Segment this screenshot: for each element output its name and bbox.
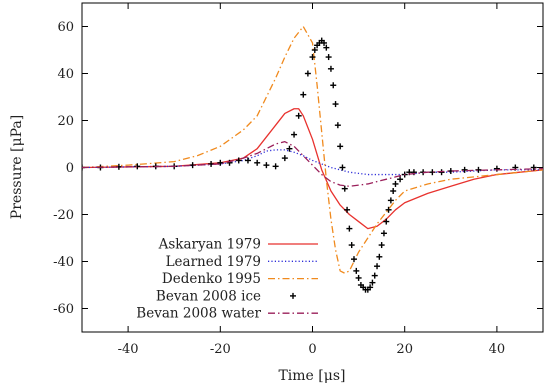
x-tick-label: 0 (308, 342, 316, 357)
y-tick-label: 40 (57, 67, 74, 82)
bevan-2008-ice-point (353, 267, 360, 274)
askaryan-1979-line (82, 108, 544, 230)
legend-label-learned-1979: Learned 1979 (166, 254, 261, 270)
x-tick-label: 20 (396, 342, 413, 357)
bevan-2008-ice-point (461, 166, 468, 173)
bevan-2008-ice-point (341, 185, 348, 192)
bevan-2008-ice-point (385, 206, 392, 213)
bevan-2008-ice-point (300, 91, 307, 98)
bevan-2008-ice-point (134, 163, 141, 170)
bevan-2008-ice-point (383, 218, 390, 225)
x-axis-label: Time [μs] (278, 368, 345, 384)
bevan-2008-water-line (82, 141, 544, 187)
bevan-2008-ice-point (376, 253, 383, 260)
bevan-2008-ice-point (311, 47, 318, 53)
bevan-2008-ice-point (380, 230, 387, 237)
bevan-2008-ice-point (346, 225, 353, 232)
bevan-2008-ice-point (337, 143, 344, 150)
bevan-2008-ice-point (530, 164, 537, 171)
bevan-2008-ice-point (350, 256, 357, 263)
bevan-2008-ice-points (82, 37, 537, 293)
bevan-2008-ice-point (321, 39, 328, 46)
y-tick-label: -20 (53, 208, 74, 223)
bevan-2008-ice-point (390, 188, 397, 194)
bevan-2008-ice-point (339, 164, 346, 171)
bevan-2008-ice-point (374, 263, 381, 270)
y-tick-label: 0 (66, 161, 74, 176)
y-tick-label: -60 (53, 302, 74, 317)
legend-sample-bevan-2008-ice (290, 292, 296, 299)
bevan-2008-ice-point (371, 272, 378, 279)
legend-label-askaryan-1979: Askaryan 1979 (158, 237, 261, 253)
bevan-2008-ice-point (334, 122, 341, 129)
bevan-2008-ice-point (309, 54, 316, 61)
bevan-2008-ice-point (254, 159, 261, 166)
bevan-2008-ice-point (493, 165, 500, 172)
bevan-2008-ice-point (378, 242, 385, 249)
y-tick-label: -40 (53, 255, 74, 270)
bevan-2008-ice-point (325, 54, 332, 61)
bevan-2008-ice-point (387, 197, 394, 204)
x-tick-label: 40 (489, 342, 506, 357)
series-layer (82, 25, 544, 293)
bevan-2008-ice-point (291, 131, 298, 138)
learned-1979-line (82, 149, 543, 176)
bevan-2008-ice-point (281, 155, 288, 162)
bevan-2008-ice-point (397, 176, 404, 183)
bevan-2008-ice-point (304, 70, 311, 77)
bevan-2008-ice-point (392, 180, 399, 187)
legend-label-bevan-2008-ice: Bevan 2008 ice (156, 288, 261, 304)
legend-label-dedenko-1995: Dedenko 1995 (162, 271, 261, 287)
bevan-2008-ice-point (369, 279, 376, 286)
plot-frame (81, 2, 544, 333)
x-tick-label: -20 (210, 342, 231, 357)
x-tick-labels: -40 -20 0 20 40 (118, 342, 506, 357)
bevan-2008-ice-point (429, 169, 436, 176)
bevan-2008-ice-point (323, 44, 330, 51)
bevan-2008-ice-point (286, 145, 293, 152)
legend-label-bevan-2008-water: Bevan 2008 water (136, 306, 261, 322)
axis-ticks (82, 3, 543, 332)
bevan-2008-ice-point (332, 101, 339, 108)
bevan-2008-ice-point (272, 163, 279, 170)
bevan-2008-ice-point (244, 157, 251, 164)
bevan-2008-ice-point (344, 206, 351, 213)
y-tick-label: 20 (57, 114, 74, 129)
bevan-2008-ice-point (355, 274, 362, 281)
y-axis-label: Pressure [μPa] (9, 115, 25, 219)
bevan-2008-ice-point (263, 162, 270, 169)
y-tick-labels: -60 -40 -20 0 20 40 60 (53, 20, 74, 317)
x-tick-label: -40 (118, 342, 139, 357)
bevan-2008-ice-point (295, 112, 302, 119)
dedenko-1995-line (82, 25, 544, 274)
bevan-2008-ice-point (348, 242, 355, 249)
bevan-2008-ice-point (330, 82, 337, 89)
bevan-2008-ice-point (367, 284, 374, 291)
bevan-2008-ice-point (327, 65, 334, 72)
y-tick-label: 60 (57, 20, 74, 35)
